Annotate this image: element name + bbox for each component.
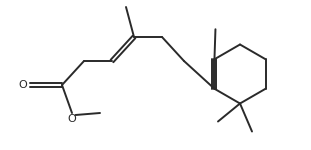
Text: O: O — [67, 114, 77, 124]
Text: O: O — [19, 80, 27, 90]
